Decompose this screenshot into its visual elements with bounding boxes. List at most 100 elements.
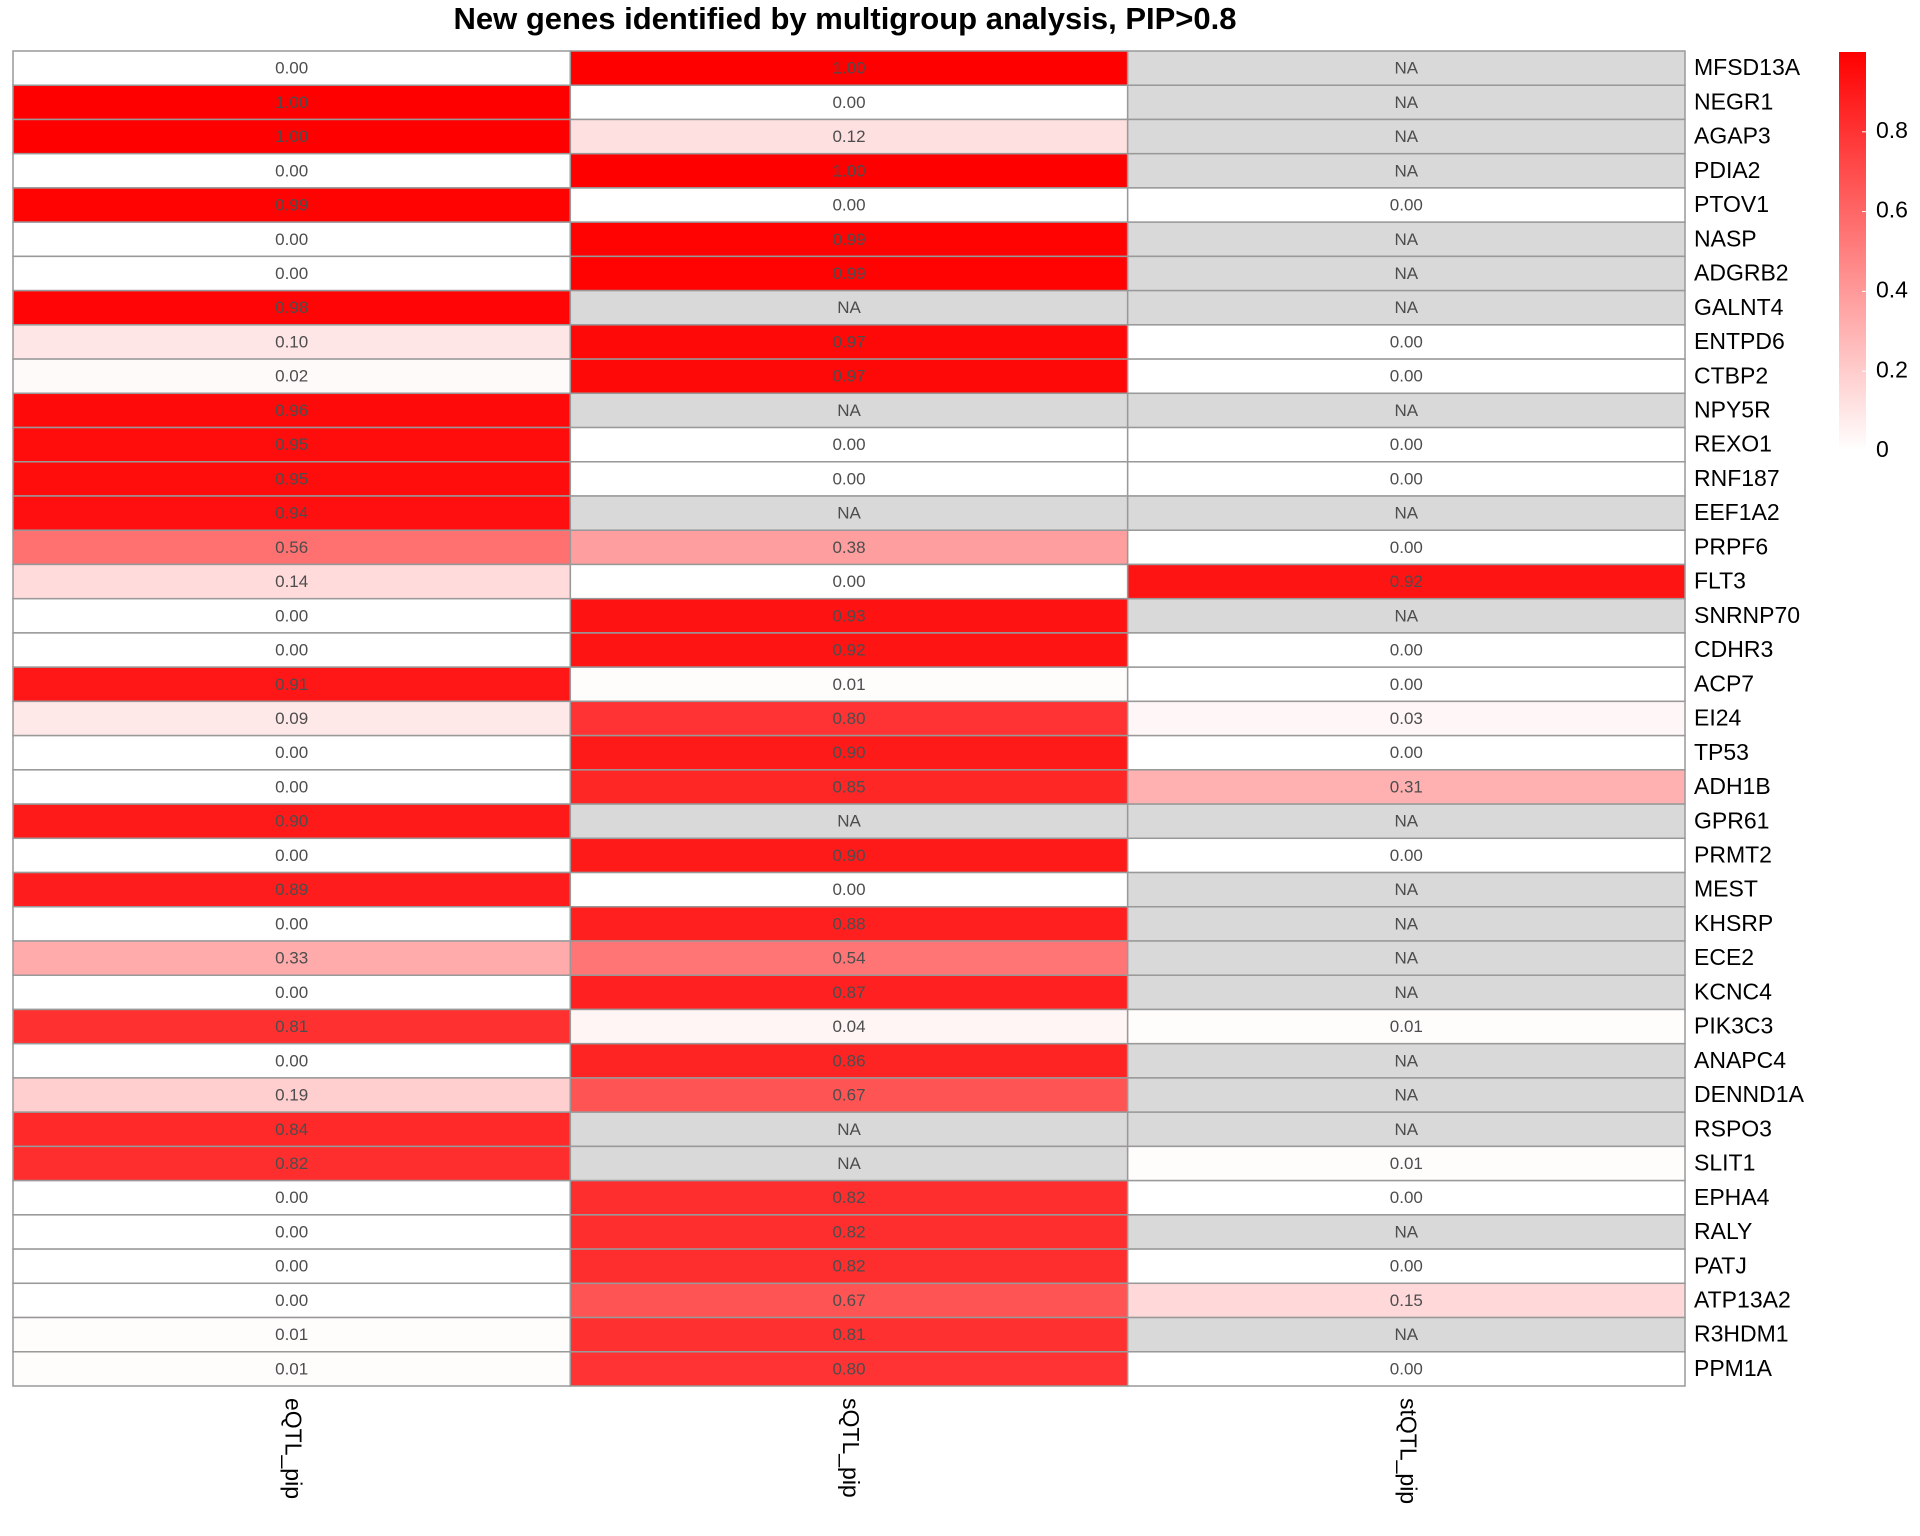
- cell-label: NA: [1395, 127, 1419, 146]
- cell-label: 0.00: [275, 846, 308, 865]
- cell-label: 0.01: [832, 675, 865, 694]
- cell: [569, 1179, 1129, 1216]
- cell-label: 0.00: [1390, 743, 1423, 762]
- na-cell: [1126, 1214, 1686, 1250]
- cell-label: 0.90: [832, 846, 865, 865]
- row-label: PIK3C3: [1694, 1013, 1773, 1039]
- cell-label: 0.00: [832, 196, 865, 215]
- cell-label: 0.03: [1390, 709, 1423, 728]
- column-label: sQTL_pip: [838, 1398, 864, 1498]
- cell-label: 0.01: [275, 1359, 308, 1378]
- cell-label: 0.97: [832, 332, 865, 351]
- cell-label: NA: [1395, 161, 1419, 180]
- cell-label: NA: [1395, 914, 1419, 933]
- cell: [569, 1282, 1129, 1319]
- na-cell: [1126, 1042, 1686, 1079]
- cell: [569, 940, 1129, 976]
- cell-label: 0.00: [275, 1291, 308, 1310]
- cell-label: 0.00: [275, 641, 308, 660]
- row-label: NPY5R: [1694, 397, 1771, 423]
- cell: [569, 1214, 1129, 1250]
- chart-title: New genes identified by multigroup analy…: [454, 1, 1237, 36]
- row-label: RNF187: [1694, 465, 1780, 491]
- row-label: GPR61: [1694, 807, 1769, 833]
- row-label: NEGR1: [1694, 88, 1773, 114]
- cell-label: 0.00: [275, 1051, 308, 1070]
- cell: [12, 1351, 572, 1387]
- na-cell: [1126, 221, 1686, 258]
- cell-label: NA: [837, 504, 861, 523]
- row-label: MEST: [1694, 876, 1758, 902]
- cell: [569, 1042, 1129, 1079]
- cell: [1126, 1008, 1686, 1045]
- cell-label: NA: [1395, 230, 1419, 249]
- row-label: GALNT4: [1694, 294, 1784, 320]
- cell-label: 0.00: [275, 777, 308, 796]
- cell-label: 0.85: [832, 777, 865, 796]
- cell: [1126, 1248, 1686, 1285]
- colorbar-tick-label: 0.6: [1876, 197, 1908, 223]
- cell-label: NA: [1395, 59, 1419, 78]
- cell: [12, 84, 572, 121]
- na-cell: [1126, 1111, 1686, 1148]
- cell-label: NA: [837, 401, 861, 420]
- row-label: PRPF6: [1694, 533, 1768, 559]
- colorbar-tick-label: 0.8: [1876, 117, 1908, 143]
- cell-label: 0.10: [275, 332, 308, 351]
- column-label: stQTL_pip: [1395, 1398, 1421, 1504]
- cell-label: 0.90: [832, 743, 865, 762]
- cell: [1126, 632, 1686, 668]
- cell-label: 0.99: [275, 196, 308, 215]
- cell-label: 0.95: [275, 469, 308, 488]
- row-label: RSPO3: [1694, 1115, 1772, 1141]
- cell-label: 0.88: [832, 914, 865, 933]
- cell-label: 0.00: [275, 914, 308, 933]
- row-label: EPHA4: [1694, 1184, 1770, 1210]
- cell-label: 0.00: [1390, 1188, 1423, 1207]
- row-label: SNRNP70: [1694, 602, 1800, 628]
- na-cell: [569, 495, 1129, 531]
- row-label: MFSD13A: [1694, 54, 1801, 80]
- cell-label: 1.00: [832, 59, 865, 78]
- cell-label: 0.91: [275, 675, 308, 694]
- cell-label: 0.95: [275, 435, 308, 454]
- cell-label: 0.00: [275, 59, 308, 78]
- cell-label: 0.94: [275, 504, 308, 523]
- row-label: REXO1: [1694, 431, 1772, 457]
- row-label: EI24: [1694, 705, 1742, 731]
- cell: [12, 1282, 572, 1319]
- row-label: TP53: [1694, 739, 1749, 765]
- cell: [569, 221, 1129, 258]
- cell-label: 0.67: [832, 1291, 865, 1310]
- cell: [12, 1008, 572, 1045]
- cell-label: 0.04: [832, 1017, 865, 1036]
- cell-label: 0.99: [832, 230, 865, 249]
- cell: [1126, 837, 1686, 874]
- row-label: CTBP2: [1694, 362, 1768, 388]
- row-label: DENND1A: [1694, 1081, 1805, 1107]
- row-label: ADGRB2: [1694, 260, 1789, 286]
- cell-label: 0.31: [1390, 777, 1423, 796]
- cell: [569, 358, 1129, 395]
- cell-label: 0.00: [1390, 332, 1423, 351]
- cell: [1126, 1179, 1686, 1216]
- cell-label: 0.00: [275, 1188, 308, 1207]
- cell-label: 0.01: [275, 1325, 308, 1344]
- cell-label: 0.00: [832, 93, 865, 112]
- cell-label: 0.97: [832, 367, 865, 386]
- na-cell: [1126, 152, 1686, 189]
- cell-label: 0.14: [275, 572, 308, 591]
- cell: [1126, 1351, 1686, 1387]
- cell-label: NA: [1395, 1120, 1419, 1139]
- cell: [1126, 769, 1686, 805]
- cell: [12, 666, 572, 703]
- cell-label: 0.89: [275, 880, 308, 899]
- cell-label: NA: [1395, 983, 1419, 1002]
- cell: [569, 1248, 1129, 1285]
- row-label: ACP7: [1694, 670, 1754, 696]
- cell: [12, 50, 572, 86]
- cell-label: 0.02: [275, 367, 308, 386]
- cell-label: 0.00: [275, 743, 308, 762]
- row-label: ECE2: [1694, 944, 1754, 970]
